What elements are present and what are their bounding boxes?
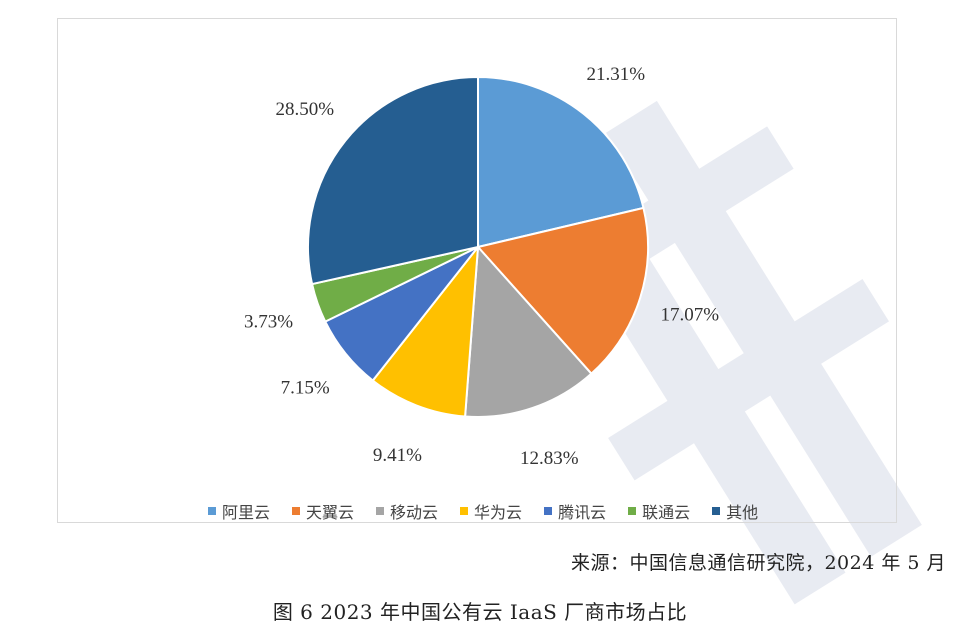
legend-swatch-liantong xyxy=(628,507,637,515)
data-label-huawei: 9.41% xyxy=(373,445,422,466)
legend-label-qita: 其他 xyxy=(726,503,759,522)
data-label-yidong: 12.83% xyxy=(520,448,579,469)
legend-item-huawei: 华为云 xyxy=(460,499,522,523)
figure-caption: 图 6 2023 年中国公有云 IaaS 厂商市场占比 xyxy=(272,600,688,624)
legend-swatch-tengxun xyxy=(544,507,553,515)
source-note: 来源：中国信息通信研究院，2024 年 5 月 xyxy=(570,552,946,574)
legend-item-liantong: 联通云 xyxy=(628,499,690,523)
data-label-tianyi: 17.07% xyxy=(661,305,720,326)
legend-item-yidong: 移动云 xyxy=(376,499,438,523)
legend-label-liantong: 联通云 xyxy=(642,503,691,522)
legend-label-yidong: 移动云 xyxy=(390,503,439,522)
chart-area: 21.31% 17.07% 12.83% 9.41% 7.15% 3.73% 28.50% … xyxy=(57,18,897,523)
legend-label-tengxun: 腾讯云 xyxy=(558,503,607,522)
legend-item-tengxun: 腾讯云 xyxy=(544,499,606,523)
chart-legend: 阿里云 天翼云 移动云 华为云 腾讯云 联通云 其他 xyxy=(208,497,758,525)
legend-label-tianyi: 天翼云 xyxy=(306,503,355,522)
legend-swatch-huawei xyxy=(460,507,469,515)
legend-label-aliyun: 阿里云 xyxy=(222,503,271,522)
legend-item-qita: 其他 xyxy=(712,499,758,523)
data-label-tengxun: 7.15% xyxy=(281,377,330,398)
data-label-liantong: 3.73% xyxy=(244,311,293,332)
pie-slice-qita xyxy=(307,75,479,286)
legend-swatch-aliyun xyxy=(208,507,216,515)
legend-swatch-yidong xyxy=(376,507,385,515)
legend-item-tianyi: 天翼云 xyxy=(292,499,354,523)
data-label-qita: 28.50% xyxy=(275,99,334,120)
legend-swatch-qita xyxy=(712,507,721,515)
legend-swatch-tianyi xyxy=(292,507,301,515)
legend-item-aliyun: 阿里云 xyxy=(208,499,270,523)
data-label-aliyun: 21.31% xyxy=(586,64,645,85)
pie-chart: 21.31% 17.07% 12.83% 9.41% 7.15% 3.73% 28.50% xyxy=(244,64,720,469)
pie-slice-tianyi xyxy=(476,206,649,376)
legend-label-huawei: 华为云 xyxy=(474,503,523,522)
pie-slice-aliyun xyxy=(477,75,645,249)
pie-slice-yidong xyxy=(464,244,593,418)
pie-slice-huawei xyxy=(371,243,480,418)
